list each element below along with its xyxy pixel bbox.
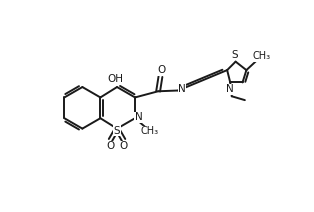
- Text: N: N: [178, 84, 186, 94]
- Text: N: N: [225, 84, 233, 94]
- Text: CH₃: CH₃: [141, 126, 159, 136]
- Text: S: S: [114, 126, 120, 136]
- Text: OH: OH: [107, 74, 123, 84]
- Text: N: N: [135, 112, 143, 123]
- Text: CH₃: CH₃: [253, 51, 271, 61]
- Text: S: S: [231, 50, 238, 60]
- Text: O: O: [119, 141, 128, 151]
- Text: O: O: [106, 141, 115, 151]
- Text: O: O: [158, 66, 166, 75]
